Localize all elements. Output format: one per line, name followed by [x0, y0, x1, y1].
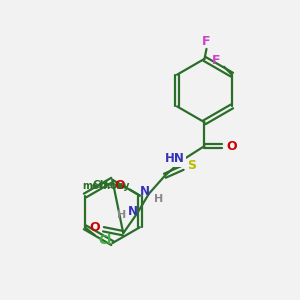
Text: N: N [140, 185, 150, 198]
Text: F: F [202, 34, 211, 47]
Text: CH₃: CH₃ [93, 180, 114, 190]
Text: methoxy: methoxy [82, 181, 130, 191]
Text: H: H [117, 210, 126, 220]
Text: S: S [187, 159, 196, 172]
Text: F: F [212, 54, 220, 67]
Text: O: O [89, 221, 100, 234]
Text: O: O [226, 140, 237, 152]
Text: H: H [154, 194, 164, 203]
Text: O: O [115, 179, 125, 192]
Text: N: N [128, 205, 138, 218]
Text: HN: HN [165, 152, 185, 165]
Text: Cl: Cl [98, 234, 111, 247]
